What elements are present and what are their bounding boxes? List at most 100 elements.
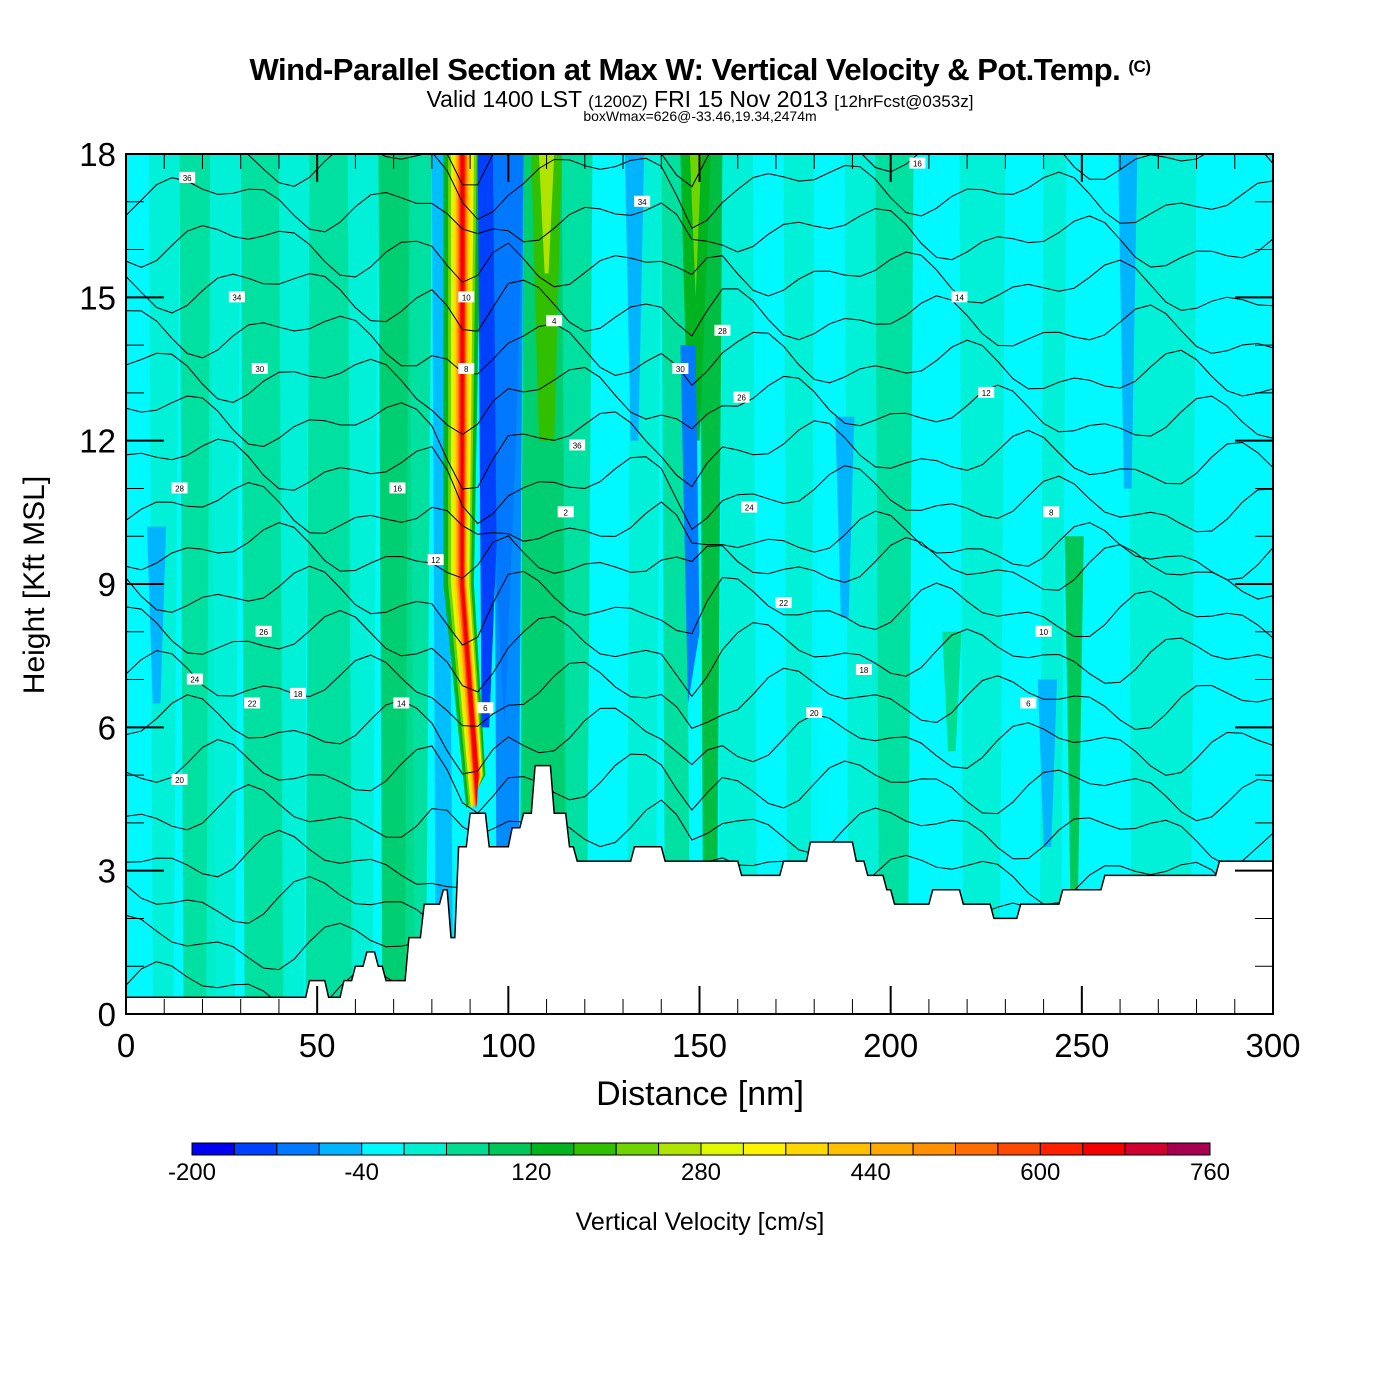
contour-label: 28	[175, 484, 184, 493]
colorbar-label: Vertical Velocity [cm/s]	[575, 1208, 825, 1236]
contour-label-bg	[569, 439, 586, 451]
colorbar-swatch	[658, 1142, 702, 1156]
velocity-streak	[1118, 154, 1138, 489]
y-tick-label: 9	[98, 566, 116, 603]
contour-label: 30	[255, 365, 264, 374]
contour-label-bg	[855, 664, 872, 675]
colorbar-tick-label: 120	[511, 1159, 551, 1186]
contour-label-bg	[775, 597, 792, 609]
terrain-outline	[126, 764, 1273, 999]
colorbar-tick-label: -40	[344, 1159, 379, 1186]
colorbar-swatch	[742, 1142, 787, 1156]
contour-label: 22	[248, 699, 257, 708]
colorbar-tick-label: 600	[1020, 1159, 1060, 1186]
colorbar-swatch	[318, 1142, 363, 1156]
theta-contour	[126, 225, 1273, 311]
contour-label-bg	[672, 363, 689, 374]
contour-label-bg	[634, 195, 651, 207]
contour-label: 14	[955, 293, 964, 302]
contour-label: 6	[1026, 699, 1031, 708]
colorbar-swatch	[530, 1142, 575, 1156]
upper-updraft	[531, 154, 562, 441]
colorbar-swatch	[785, 1142, 829, 1156]
y-tick-label: 3	[98, 853, 116, 890]
contour-label: 20	[175, 776, 184, 785]
valid-time-local: Valid 1400 LST	[426, 86, 582, 112]
contour-label-bg	[546, 315, 563, 327]
contour-label-bg	[909, 157, 926, 169]
contour-label-bg	[458, 363, 475, 374]
contour-label: 24	[745, 504, 754, 513]
colorbar-tick-label: 760	[1190, 1159, 1230, 1186]
contour-label: 28	[718, 327, 727, 336]
contour-label: 4	[552, 317, 557, 326]
contour-label: 24	[190, 676, 199, 685]
contour-label-bg	[1035, 625, 1052, 637]
contour-label: 10	[1039, 628, 1048, 637]
theta-contour	[126, 177, 1273, 268]
contour-label: 34	[232, 293, 241, 302]
theta-contour	[126, 650, 1273, 731]
velocity-band	[179, 154, 217, 1014]
colorbar-swatch	[488, 1142, 532, 1156]
contour-label: 26	[737, 394, 746, 403]
x-tick-label: 100	[481, 1027, 536, 1064]
colorbar-swatch	[191, 1142, 235, 1156]
velocity-band	[718, 154, 760, 1014]
velocity-band	[753, 154, 784, 1014]
theta-contour	[126, 606, 1273, 698]
copyright-mark: (C)	[1128, 57, 1151, 76]
valid-time-utc: (1200Z)	[588, 92, 648, 111]
velocity-band	[1127, 154, 1197, 1014]
downdraft-band	[493, 154, 524, 728]
velocity-band	[206, 154, 241, 1014]
contour-label-bg	[179, 171, 196, 183]
contour-label: 18	[859, 666, 868, 675]
contour-label: 2	[563, 508, 568, 517]
contour-label-bg	[171, 482, 188, 494]
x-tick-label: 250	[1054, 1027, 1109, 1064]
velocity-band	[378, 154, 415, 1014]
velocity-band	[561, 154, 593, 1014]
contour-label-bg	[427, 554, 444, 566]
colorbar-swatch	[1167, 1142, 1211, 1156]
contour-label-bg	[741, 501, 758, 513]
contour-label-bg	[255, 625, 272, 637]
theta-contour	[126, 273, 1273, 354]
contour-label-bg	[244, 697, 261, 709]
velocity-band	[347, 154, 379, 1014]
x-tick-label: 200	[863, 1027, 918, 1064]
theta-contour	[126, 522, 1273, 600]
box-wmax-info: boxWmax=626@-33.46,19.34,2474m	[583, 108, 817, 124]
contour-label-bg	[186, 673, 203, 685]
theta-contour	[126, 310, 1273, 397]
contour-label: 34	[638, 198, 647, 207]
theta-contour	[126, 352, 1273, 439]
velocity-streak	[624, 154, 645, 441]
contour-label-bg	[714, 324, 731, 336]
colorbar-swatch	[1124, 1142, 1169, 1156]
velocity-streak	[1064, 536, 1084, 895]
contour-label: 12	[982, 389, 991, 398]
contour-label: 6	[483, 704, 488, 713]
terrain-fill	[126, 765, 1273, 1014]
contour-label-bg	[978, 386, 995, 398]
contour-label: 36	[573, 441, 582, 450]
velocity-band	[404, 154, 432, 1014]
theta-contours: 36 34 30 28 26 24 22 20 18 16 14 12 10 8 6 4 2 36 34 30 28 26…	[126, 154, 1273, 1014]
terrain	[126, 764, 1273, 1014]
velocity-band	[699, 154, 723, 1014]
contour-label: 8	[464, 365, 469, 374]
contour-label: 10	[462, 293, 471, 302]
contour-label-bg	[1043, 506, 1060, 518]
colorbar-tick-label: 440	[851, 1159, 891, 1186]
contour-label-bg	[557, 506, 574, 518]
contour-label-bg	[806, 707, 823, 718]
theta-contour	[126, 738, 1273, 822]
contour-label-bg	[477, 702, 494, 714]
valid-date: FRI 15 Nov 2013	[654, 86, 828, 112]
contour-label: 12	[431, 556, 440, 565]
contour-label: 26	[259, 628, 268, 637]
velocity-band	[959, 154, 1006, 1014]
